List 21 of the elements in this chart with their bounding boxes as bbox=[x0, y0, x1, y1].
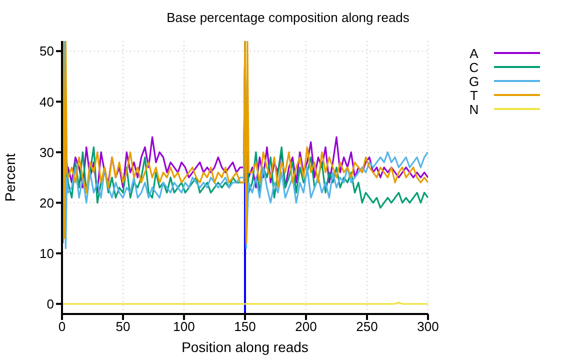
legend-label: G bbox=[468, 74, 480, 88]
legend-label: A bbox=[468, 46, 480, 60]
y-tick-label: 30 bbox=[40, 144, 54, 160]
x-tick-label: 250 bbox=[356, 319, 378, 334]
legend-label: N bbox=[468, 102, 480, 116]
y-tick-label: 10 bbox=[40, 246, 54, 261]
x-tick-label: 300 bbox=[417, 319, 439, 334]
x-tick-label: 50 bbox=[116, 319, 130, 334]
y-tick-label: 20 bbox=[40, 195, 54, 210]
x-tick-label: 150 bbox=[234, 319, 256, 334]
y-tick-label: 40 bbox=[40, 94, 54, 110]
x-tick-label: 100 bbox=[173, 319, 195, 334]
legend-label: C bbox=[468, 60, 480, 74]
y-tick-label: 0 bbox=[46, 296, 54, 312]
y-tick-label: 50 bbox=[40, 44, 54, 59]
x-tick-label: 200 bbox=[295, 319, 317, 334]
legend-label: T bbox=[469, 88, 479, 102]
chart-title: Base percentage composition along reads bbox=[166, 10, 410, 25]
y-axis-title: Percent bbox=[2, 153, 18, 202]
x-tick-label: 0 bbox=[58, 319, 66, 334]
x-axis-title: Position along reads bbox=[182, 339, 308, 355]
